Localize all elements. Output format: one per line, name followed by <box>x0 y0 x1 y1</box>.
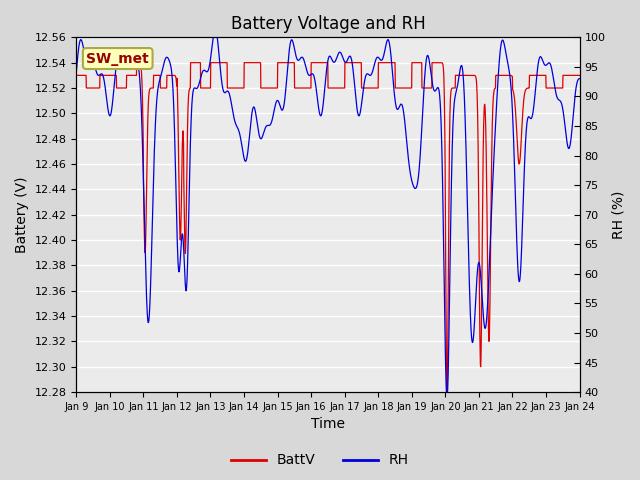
RH <box>562 128 570 133</box>
BattV <box>562 72 570 78</box>
RH <box>210 35 218 40</box>
RH <box>72 70 80 76</box>
RH <box>469 338 477 344</box>
RH <box>304 71 312 77</box>
RH <box>576 76 584 82</box>
BattV <box>98 72 106 78</box>
Title: Battery Voltage and RH: Battery Voltage and RH <box>230 15 426 33</box>
BattV <box>192 60 200 66</box>
BattV <box>561 72 569 78</box>
BattV <box>444 388 451 394</box>
Line: RH: RH <box>76 37 580 392</box>
Text: SW_met: SW_met <box>86 51 149 66</box>
BattV <box>72 72 80 78</box>
BattV <box>304 85 312 91</box>
Legend: BattV, RH: BattV, RH <box>225 448 415 473</box>
BattV <box>317 60 325 66</box>
Y-axis label: RH (%): RH (%) <box>611 191 625 239</box>
X-axis label: Time: Time <box>311 418 345 432</box>
RH <box>442 389 450 395</box>
RH <box>98 71 106 77</box>
BattV <box>469 72 477 78</box>
BattV <box>576 72 584 78</box>
RH <box>561 125 569 131</box>
Y-axis label: Battery (V): Battery (V) <box>15 177 29 253</box>
RH <box>317 112 325 118</box>
Line: BattV: BattV <box>76 63 580 391</box>
